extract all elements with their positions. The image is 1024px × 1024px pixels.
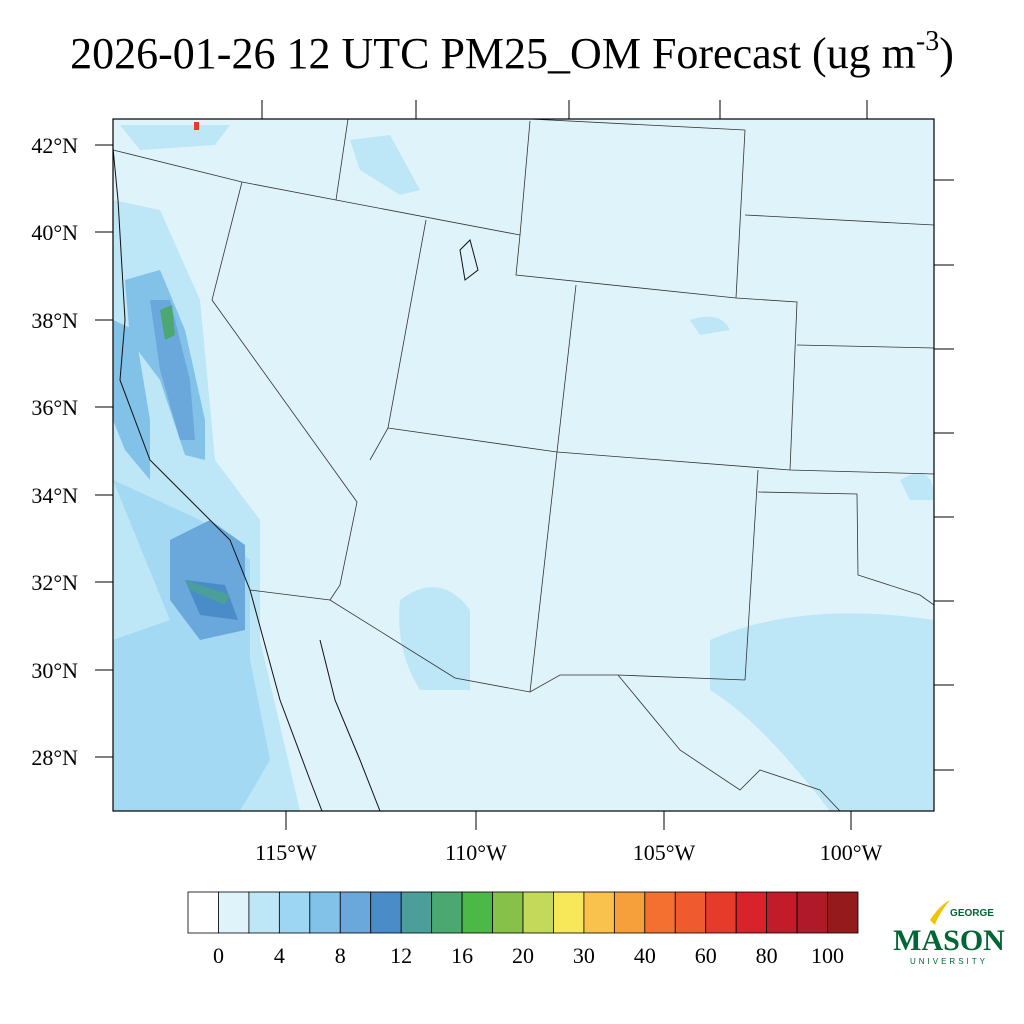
title-main: 2026-01-26 12 UTC PM25_OM Forecast (ug m — [70, 29, 916, 78]
logo-line2: MASON — [893, 924, 1005, 957]
state-borders — [113, 119, 934, 811]
title-superscript: -3 — [916, 26, 939, 57]
colorbar-label: 20 — [512, 943, 534, 968]
colorbar-swatch — [674, 891, 707, 934]
colorbar-swatch — [187, 891, 219, 934]
logo-line3: UNIVERSITY — [910, 957, 988, 966]
colorbar-swatch — [248, 891, 280, 934]
colorbar-label: 0 — [213, 943, 224, 968]
lat-label: 36°N — [31, 395, 78, 420]
ticks: 42°N 40°N 38°N 36°N 34°N 32°N 30°N 28°N 115°W 110… — [31, 100, 954, 865]
colorbar-swatch — [522, 891, 554, 934]
colorbar-label: 60 — [695, 943, 717, 968]
logo: GEORGE MASON UNIVERSITY — [893, 900, 1005, 966]
logo-line1: GEORGE — [950, 908, 994, 919]
colorbar-swatch — [644, 891, 676, 934]
lat-label: 30°N — [31, 658, 78, 683]
colorbar-swatch — [766, 891, 798, 934]
map — [113, 119, 934, 811]
title: 2026-01-26 12 UTC PM25_OM Forecast (ug m… — [70, 26, 954, 78]
lon-label: 105°W — [633, 840, 696, 865]
lat-label: 40°N — [31, 220, 78, 245]
colorbar-swatch — [553, 891, 585, 934]
map-frame — [112, 118, 935, 812]
lon-label: 100°W — [820, 840, 883, 865]
colorbar-label: 100 — [811, 943, 844, 968]
colorbar-swatch — [278, 891, 311, 934]
colorbar-label: 40 — [634, 943, 656, 968]
colorbar-swatch — [796, 891, 828, 934]
lon-label: 110°W — [445, 840, 507, 865]
colorbar-label: 16 — [451, 943, 473, 968]
colorbar-swatch — [583, 891, 615, 934]
colorbar-label: 8 — [335, 943, 346, 968]
colorbar-swatch — [400, 891, 433, 934]
colorbar-swatch — [431, 891, 463, 934]
lat-label: 28°N — [31, 745, 78, 770]
lat-label: 34°N — [31, 483, 78, 508]
colorbar-swatch — [218, 891, 250, 934]
colorbar-swatch — [461, 891, 493, 934]
lon-label: 115°W — [255, 840, 317, 865]
colorbar-label: 12 — [390, 943, 412, 968]
pm-field — [113, 122, 934, 811]
colorbar: 0 4 8 12 16 20 30 40 60 80 100 — [187, 891, 859, 968]
colorbar-label: 4 — [274, 943, 285, 968]
colorbar-label: 80 — [756, 943, 778, 968]
colorbar-swatch — [339, 891, 372, 934]
colorbar-swatch — [370, 891, 402, 934]
colorbar-swatch — [827, 891, 859, 934]
lat-label: 38°N — [31, 308, 78, 333]
colorbar-swatch — [735, 891, 768, 934]
lat-label: 42°N — [31, 133, 78, 158]
colorbar-swatch — [705, 891, 737, 934]
colorbar-swatch — [309, 891, 341, 934]
colorbar-label: 30 — [573, 943, 595, 968]
coastline — [113, 147, 479, 811]
colorbar-swatch — [492, 891, 524, 934]
colorbar-swatch — [613, 891, 646, 934]
title-close: ) — [939, 29, 954, 78]
lat-label: 32°N — [31, 570, 78, 595]
